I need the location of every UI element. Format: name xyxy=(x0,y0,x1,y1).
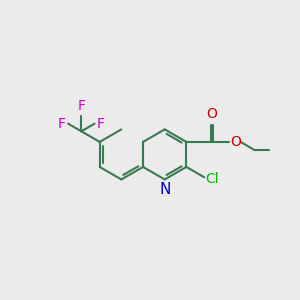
Text: F: F xyxy=(77,99,85,113)
Text: F: F xyxy=(97,117,105,130)
Text: O: O xyxy=(230,135,241,149)
Text: N: N xyxy=(159,182,170,197)
Text: O: O xyxy=(206,107,217,121)
Text: Cl: Cl xyxy=(206,172,219,186)
Text: F: F xyxy=(58,117,66,130)
